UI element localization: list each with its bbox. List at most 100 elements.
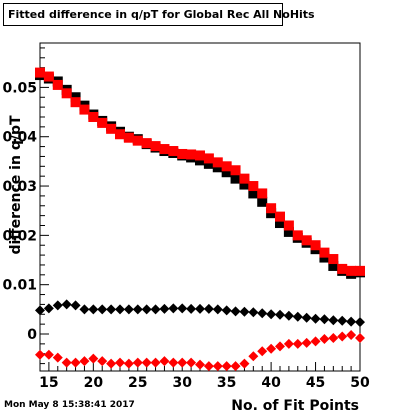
square-marker <box>61 88 72 99</box>
diamond-marker <box>132 304 143 315</box>
diamond-marker <box>159 303 170 314</box>
square-marker <box>123 132 134 143</box>
square-marker <box>337 263 348 274</box>
diamond-marker <box>230 361 241 372</box>
square-marker <box>221 161 232 172</box>
diamond-marker <box>115 357 125 368</box>
diamond-marker <box>328 332 339 343</box>
square-marker <box>195 150 205 161</box>
diamond-marker <box>301 312 312 323</box>
diamond-marker <box>212 361 223 372</box>
square-marker <box>239 179 250 190</box>
diamond-marker <box>186 357 197 368</box>
diamond-marker <box>283 310 294 321</box>
diamond-marker <box>275 309 285 320</box>
diamond-marker <box>61 299 72 310</box>
square-marker <box>203 153 214 164</box>
diamond-marker <box>123 304 134 315</box>
diamond-marker <box>239 306 250 317</box>
square-marker <box>212 157 223 168</box>
diamond-marker <box>115 304 125 315</box>
diamond-marker <box>88 304 99 315</box>
diamond-marker <box>141 304 152 315</box>
diamond-marker <box>43 349 54 360</box>
y-axis-label: difference in q/pT <box>8 115 24 254</box>
square-marker <box>257 188 268 199</box>
diamond-marker <box>292 311 303 322</box>
x-tick-label: 35 <box>217 375 236 391</box>
square-marker <box>43 71 54 82</box>
x-tick-label: 25 <box>128 375 147 391</box>
diamond-marker <box>283 338 294 349</box>
square-marker <box>275 211 285 222</box>
diamond-marker <box>168 357 179 368</box>
square-marker <box>221 167 232 178</box>
diamond-marker <box>106 304 117 315</box>
diamond-marker <box>132 357 143 368</box>
square-marker <box>115 129 125 140</box>
diamond-marker <box>159 356 170 367</box>
data-markers <box>35 67 365 372</box>
diamond-marker <box>70 357 81 368</box>
square-marker <box>88 111 99 122</box>
square-marker <box>328 260 339 271</box>
x-tick-label: 50 <box>350 375 370 391</box>
square-marker <box>257 196 268 207</box>
square-marker <box>203 158 214 169</box>
square-marker <box>35 67 45 78</box>
diamond-marker <box>79 356 90 367</box>
diamond-marker <box>257 308 268 319</box>
square-marker <box>283 220 294 231</box>
x-axis-label: No. of Fit Points <box>231 398 359 414</box>
diamond-marker <box>106 358 117 369</box>
diamond-marker <box>355 317 365 328</box>
diamond-marker <box>355 332 365 343</box>
square-marker <box>266 203 277 214</box>
square-marker <box>132 135 143 146</box>
diamond-marker <box>257 346 268 357</box>
diamond-marker <box>88 353 99 364</box>
x-tick-label: 15 <box>39 375 58 391</box>
diamond-marker <box>70 300 81 311</box>
square-marker <box>186 149 197 160</box>
diamond-marker <box>266 309 277 320</box>
chart-title: Fitted difference in q/pT for Global Rec… <box>3 3 315 26</box>
diamond-marker <box>195 359 205 370</box>
square-marker <box>283 226 294 237</box>
y-tick-label: 0 <box>27 327 37 343</box>
square-marker <box>141 138 152 149</box>
square-marker <box>310 240 321 251</box>
diamond-marker <box>266 343 277 354</box>
diamond-marker <box>275 341 285 352</box>
square-marker <box>328 254 339 265</box>
square-marker <box>159 144 170 155</box>
diamond-marker <box>123 358 134 369</box>
square-marker <box>319 247 330 258</box>
square-marker <box>355 265 365 276</box>
square-marker <box>150 141 161 152</box>
diamond-marker <box>230 306 241 317</box>
square-marker <box>292 230 303 241</box>
diamond-marker <box>319 314 330 325</box>
y-tick-label: 0.05 <box>2 80 37 96</box>
square-marker <box>230 173 241 184</box>
x-tick-label: 45 <box>306 375 325 391</box>
diamond-marker <box>248 307 259 318</box>
diamond-marker <box>43 303 54 314</box>
diamond-marker <box>150 304 161 315</box>
diamond-marker <box>346 329 357 340</box>
square-marker <box>301 235 312 246</box>
diamond-marker <box>310 313 321 324</box>
square-marker <box>168 146 179 157</box>
diamond-marker <box>141 357 152 368</box>
diamond-marker <box>337 331 348 342</box>
diamond-marker <box>337 315 348 326</box>
diamond-marker <box>195 303 205 314</box>
square-marker <box>346 265 357 276</box>
diamond-marker <box>212 304 223 315</box>
y-tick-label: 0.04 <box>2 130 37 146</box>
diamond-marker <box>150 357 161 368</box>
diamond-marker <box>248 351 259 362</box>
y-axis: 0 0.01 0.02 0.03 0.04 0.05 <box>2 47 49 365</box>
square-marker <box>106 123 117 134</box>
